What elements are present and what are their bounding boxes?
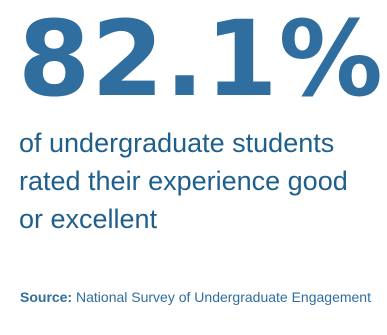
source-label: Source: — [20, 289, 73, 305]
source-text: National Survey of Undergraduate Engagem… — [72, 289, 371, 305]
source-citation: Source: National Survey of Undergraduate… — [20, 287, 380, 308]
stat-value: 82.1% — [18, 0, 384, 120]
stat-description: of undergraduate students rated their ex… — [19, 128, 348, 234]
